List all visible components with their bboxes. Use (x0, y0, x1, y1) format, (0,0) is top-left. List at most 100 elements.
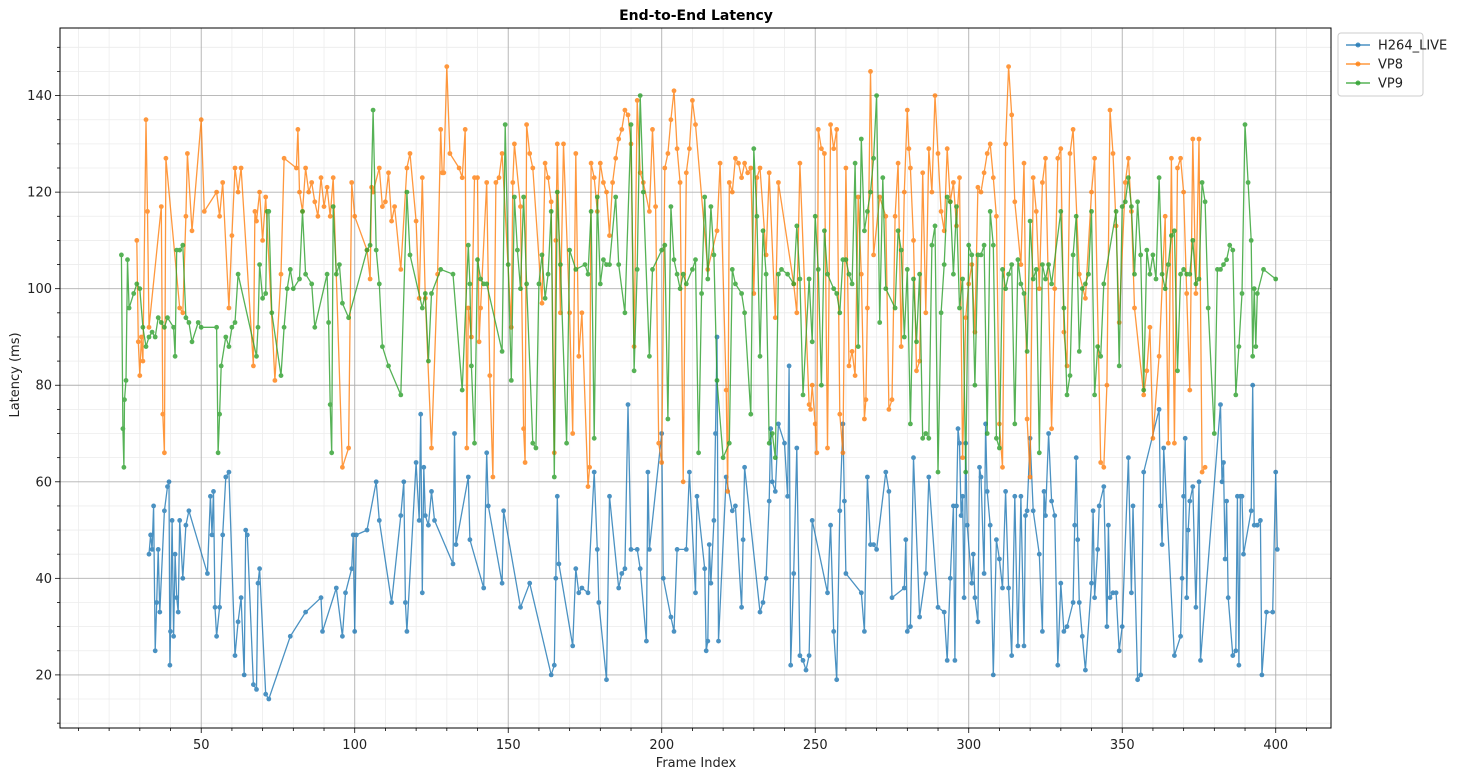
data-point (208, 493, 213, 499)
data-point (1196, 479, 1202, 485)
data-point (763, 271, 769, 277)
data-point (1224, 498, 1229, 504)
data-point (251, 363, 256, 369)
data-point (183, 213, 189, 219)
data-point (994, 537, 999, 543)
data-point (883, 213, 889, 219)
data-point (364, 527, 370, 533)
data-point (512, 194, 517, 200)
data-point (198, 117, 204, 123)
data-point (1230, 247, 1236, 253)
data-point (957, 440, 962, 446)
data-point (134, 281, 140, 287)
data-point (419, 590, 425, 596)
data-point (419, 175, 425, 181)
data-point (122, 397, 127, 403)
data-point (800, 658, 806, 663)
data-point (287, 267, 293, 272)
data-point (1270, 609, 1276, 615)
data-point (209, 532, 215, 538)
data-point (180, 242, 186, 248)
data-point (155, 547, 161, 552)
data-point (1250, 382, 1256, 388)
legend-marker (1355, 80, 1361, 86)
data-point (1070, 126, 1076, 132)
data-point (1205, 305, 1211, 311)
data-point (1144, 247, 1150, 253)
data-point (422, 513, 428, 518)
data-point (1242, 122, 1248, 127)
data-point (757, 609, 763, 615)
data-point (975, 619, 981, 625)
data-point (218, 363, 224, 369)
data-point (185, 151, 190, 156)
data-point (217, 411, 223, 417)
data-point (808, 407, 813, 412)
data-point (782, 440, 787, 446)
data-point (668, 117, 674, 123)
data-point (1138, 252, 1144, 258)
data-point (229, 324, 235, 330)
data-point (1222, 556, 1228, 562)
data-point (769, 431, 775, 436)
data-point (587, 464, 592, 470)
data-point (232, 653, 238, 658)
data-point (1116, 363, 1122, 369)
data-point (1184, 291, 1190, 296)
data-point (708, 204, 714, 210)
data-point (865, 209, 870, 214)
data-point (1119, 204, 1125, 210)
data-point (353, 532, 359, 538)
data-point (1254, 291, 1260, 296)
data-point (214, 324, 220, 330)
x-tick-label: 300 (956, 738, 981, 753)
data-point (522, 460, 528, 465)
data-point (786, 363, 792, 369)
data-point (145, 209, 150, 214)
data-point (729, 508, 735, 514)
data-point (1061, 305, 1067, 311)
data-point (1178, 271, 1183, 277)
data-point (705, 638, 711, 644)
data-point (1221, 262, 1226, 267)
data-point (235, 619, 241, 625)
data-point (346, 315, 351, 321)
data-point (1000, 464, 1005, 470)
data-point (1251, 286, 1257, 292)
data-point (312, 324, 318, 330)
data-point (576, 590, 582, 596)
data-point (476, 339, 482, 345)
data-point (464, 445, 470, 451)
data-point (447, 151, 453, 156)
data-point (903, 537, 909, 543)
data-point (438, 267, 444, 272)
data-point (1162, 213, 1168, 219)
data-point (963, 469, 969, 475)
data-point (785, 271, 790, 277)
data-point (1241, 551, 1246, 557)
data-point (984, 151, 990, 156)
data-point (858, 271, 864, 277)
data-point (376, 165, 382, 171)
data-point (815, 267, 821, 272)
data-point (1126, 455, 1131, 461)
data-point (713, 431, 718, 436)
data-point (591, 435, 597, 441)
x-tick-label: 350 (1110, 738, 1135, 753)
data-point (312, 199, 318, 205)
data-point (1064, 624, 1070, 629)
data-point (990, 672, 996, 678)
data-point (785, 493, 790, 499)
data-point (699, 291, 704, 296)
data-point (1259, 672, 1265, 678)
data-point (123, 378, 129, 383)
data-point (647, 547, 652, 552)
data-point (1009, 653, 1015, 658)
data-point (834, 677, 840, 683)
data-point (972, 595, 978, 601)
data-point (644, 638, 649, 644)
data-point (726, 440, 732, 446)
data-point (554, 189, 560, 195)
data-point (917, 614, 922, 620)
data-point (1199, 469, 1205, 475)
